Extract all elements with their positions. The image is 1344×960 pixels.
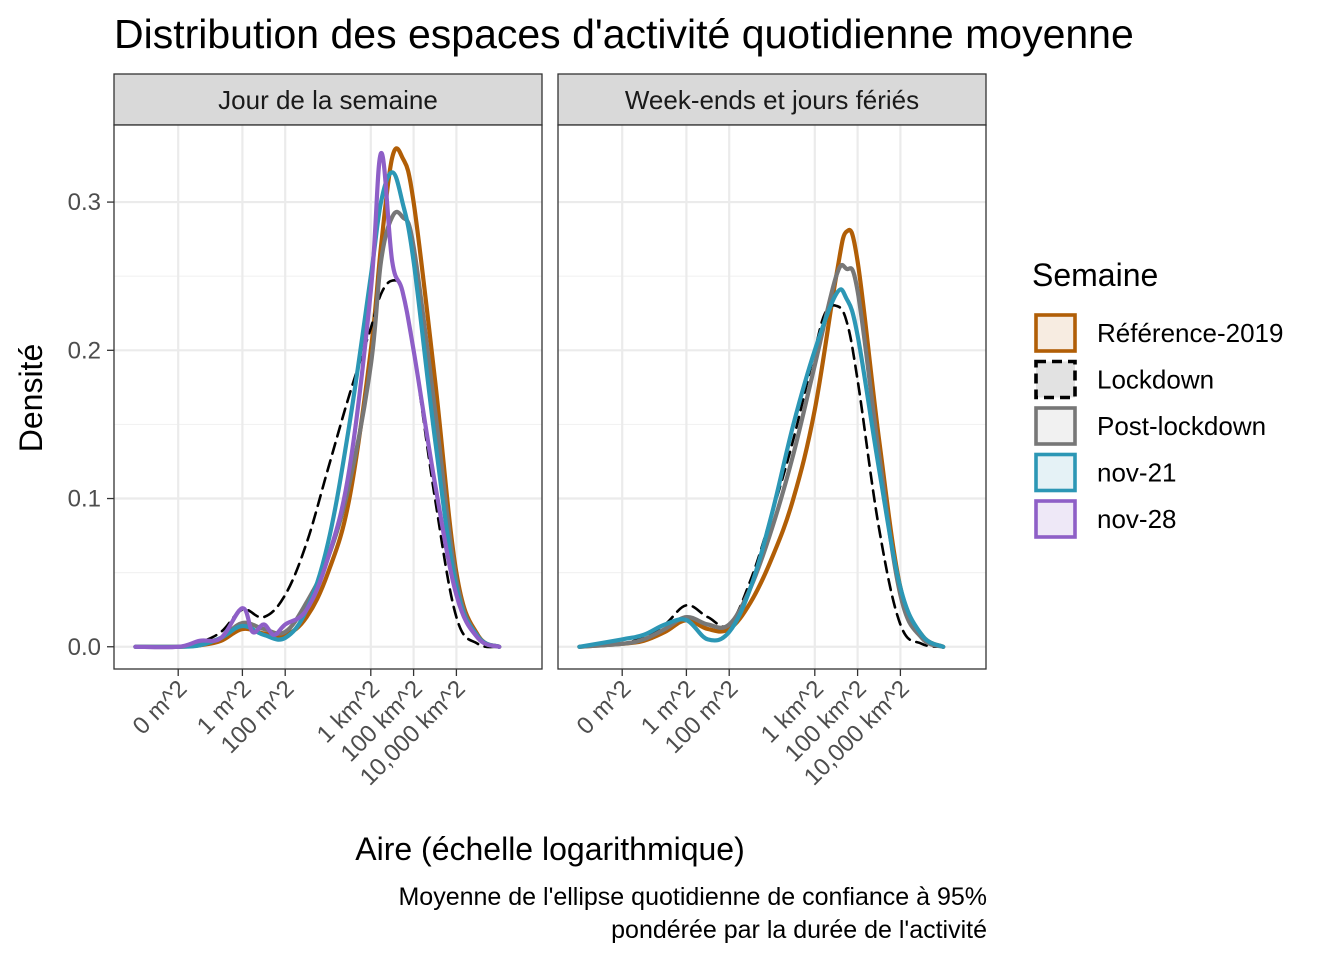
legend-key-post bbox=[1034, 406, 1077, 446]
x-axis-label: Aire (échelle logarithmique) bbox=[355, 831, 745, 867]
legend-title: Semaine bbox=[1032, 257, 1158, 293]
y-tick-label: 0.3 bbox=[68, 189, 101, 216]
caption-line-1: Moyenne de l'ellipse quotidienne de conf… bbox=[398, 883, 987, 911]
series-line-nov21 bbox=[133, 170, 502, 649]
series-line-nov28 bbox=[133, 151, 502, 650]
legend-item-ref: Référence-2019 bbox=[1034, 313, 1283, 353]
legend-key-nov28 bbox=[1034, 499, 1077, 539]
panel-background bbox=[558, 125, 986, 669]
legend-item-nov21: nov-21 bbox=[1034, 452, 1177, 493]
legend-label: Référence-2019 bbox=[1097, 318, 1283, 348]
facet-strip-label: Jour de la semaine bbox=[218, 85, 438, 115]
legend-key-ref bbox=[1034, 313, 1077, 353]
legend-key-lock bbox=[1034, 359, 1077, 400]
y-tick-label: 0.1 bbox=[68, 486, 101, 513]
legend: Semaine Référence-2019 Lockdown Post-lockd… bbox=[1032, 257, 1283, 539]
y-axis-label: Densité bbox=[13, 344, 49, 453]
y-tick-label: 0.0 bbox=[68, 634, 101, 661]
y-tick-label: 0.2 bbox=[68, 337, 101, 364]
x-tick-label: 0 m^2 bbox=[572, 675, 637, 740]
legend-label: nov-21 bbox=[1097, 458, 1177, 488]
series-line-nov21 bbox=[577, 287, 946, 649]
facet-strip bbox=[113, 73, 543, 126]
legend-label: Lockdown bbox=[1097, 365, 1214, 395]
panel-border bbox=[557, 124, 987, 670]
facet-strip bbox=[557, 73, 987, 126]
panel-border bbox=[113, 124, 543, 670]
legend-item-post: Post-lockdown bbox=[1034, 406, 1266, 446]
facet-strip-label: Week-ends et jours fériés bbox=[625, 85, 919, 115]
x-tick-label: 0 m^2 bbox=[128, 675, 193, 740]
legend-item-nov28: nov-28 bbox=[1034, 499, 1177, 539]
caption-line-2: pondérée par la durée de l'activité bbox=[611, 916, 987, 944]
y-axis: 0.0 0.1 0.2 0.3 bbox=[68, 189, 114, 661]
legend-key-nov21 bbox=[1034, 452, 1077, 493]
legend-label: Post-lockdown bbox=[1097, 411, 1266, 441]
chart-title: Distribution des espaces d'activité quot… bbox=[114, 11, 1134, 57]
legend-item-lock: Lockdown bbox=[1034, 359, 1214, 400]
legend-label: nov-28 bbox=[1097, 504, 1177, 534]
